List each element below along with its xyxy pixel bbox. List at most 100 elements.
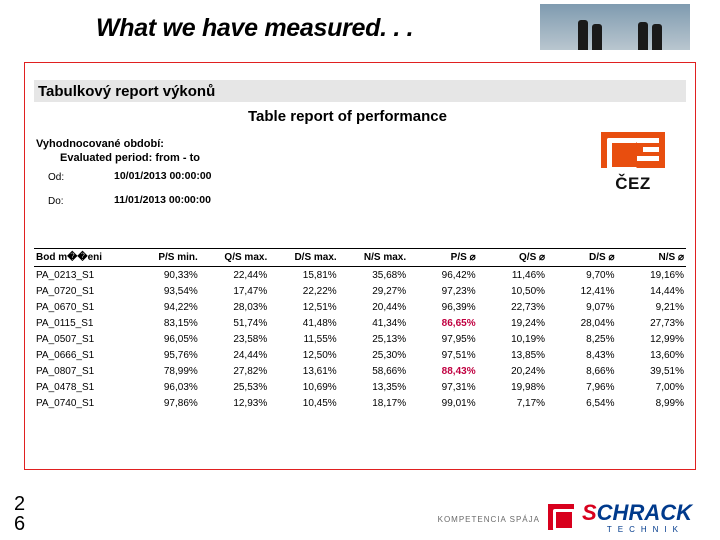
table-cell: PA_0478_S1 xyxy=(34,379,130,395)
table-header-cell: D/S max. xyxy=(269,249,338,267)
table-cell: 23,58% xyxy=(200,331,269,347)
table-cell: 8,99% xyxy=(617,395,687,411)
to-value: 11/01/2013 00:00:00 xyxy=(114,194,211,206)
table-cell: 97,31% xyxy=(408,379,477,395)
slide-title: What we have measured. . . xyxy=(96,14,413,43)
table-cell: 27,73% xyxy=(617,315,687,331)
table-row: PA_0740_S197,86%12,93%10,45%18,17%99,01%… xyxy=(34,395,686,411)
table-cell: 10,45% xyxy=(269,395,338,411)
cez-logo: ČEZ xyxy=(588,132,678,194)
table-cell: 14,44% xyxy=(617,283,687,299)
table-cell: PA_0507_S1 xyxy=(34,331,130,347)
schrack-logo-text: SCHRACK TECHNIK xyxy=(582,504,692,534)
table-row: PA_0670_S194,22%28,03%12,51%20,44%96,39%… xyxy=(34,299,686,315)
table-cell: 29,27% xyxy=(339,283,408,299)
table-cell: 51,74% xyxy=(200,315,269,331)
table-cell: 28,04% xyxy=(547,315,616,331)
table-cell: 12,51% xyxy=(269,299,338,315)
table-cell: 19,24% xyxy=(478,315,547,331)
table-cell: 20,24% xyxy=(478,363,547,379)
table-cell: 7,00% xyxy=(617,379,687,395)
table-cell: 13,35% xyxy=(339,379,408,395)
table-row: PA_0807_S178,99%27,82%13,61%58,66%88,43%… xyxy=(34,363,686,379)
table-cell: 18,17% xyxy=(339,395,408,411)
table-header-cell: P/S min. xyxy=(130,249,199,267)
footer-tagline: KOMPETENCIA SPÁJA xyxy=(438,515,540,524)
cez-logo-mark xyxy=(601,132,665,168)
table-row: PA_0213_S190,33%22,44%15,81%35,68%96,42%… xyxy=(34,267,686,284)
table-cell: 12,50% xyxy=(269,347,338,363)
table-cell: 99,01% xyxy=(408,395,477,411)
table-cell: 9,70% xyxy=(547,267,616,284)
table-cell: 97,86% xyxy=(130,395,199,411)
schrack-logo-mark xyxy=(548,504,574,530)
table-cell: 86,65% xyxy=(408,315,477,331)
table-cell: PA_0720_S1 xyxy=(34,283,130,299)
table-cell: 20,44% xyxy=(339,299,408,315)
table-cell: 19,16% xyxy=(617,267,687,284)
table-row: PA_0507_S196,05%23,58%11,55%25,13%97,95%… xyxy=(34,331,686,347)
report-title-english: Table report of performance xyxy=(248,108,447,125)
table-cell: 22,22% xyxy=(269,283,338,299)
performance-table: Bod m��eniP/S min.Q/S max.D/S max.N/S ma… xyxy=(34,248,686,411)
table-cell: 96,42% xyxy=(408,267,477,284)
table-cell: 12,99% xyxy=(617,331,687,347)
table-cell: PA_0115_S1 xyxy=(34,315,130,331)
table-cell: 39,51% xyxy=(617,363,687,379)
report-title: Tabulkový report výkonů xyxy=(38,83,215,100)
table-cell: 15,81% xyxy=(269,267,338,284)
table-cell: PA_0213_S1 xyxy=(34,267,130,284)
hero-photo xyxy=(540,4,690,50)
table-cell: PA_0670_S1 xyxy=(34,299,130,315)
table-row: PA_0720_S193,54%17,47%22,22%29,27%97,23%… xyxy=(34,283,686,299)
table-cell: 94,22% xyxy=(130,299,199,315)
table-cell: 22,44% xyxy=(200,267,269,284)
table-header-cell: P/S ⌀ xyxy=(408,249,477,267)
table-cell: 13,61% xyxy=(269,363,338,379)
from-value: 10/01/2013 00:00:00 xyxy=(114,170,212,182)
table-cell: 97,23% xyxy=(408,283,477,299)
to-label: Do: xyxy=(48,196,64,207)
period-label-cs: Vyhodnocované období: xyxy=(36,138,164,150)
table-cell: 11,55% xyxy=(269,331,338,347)
table-cell: 83,15% xyxy=(130,315,199,331)
table-cell: PA_0666_S1 xyxy=(34,347,130,363)
table-cell: 41,34% xyxy=(339,315,408,331)
table-cell: 97,95% xyxy=(408,331,477,347)
table-header-cell: Bod m��eni xyxy=(34,249,130,267)
table-cell: 6,54% xyxy=(547,395,616,411)
page-number: 26 xyxy=(14,494,25,534)
table-cell: 10,69% xyxy=(269,379,338,395)
table-cell: 8,25% xyxy=(547,331,616,347)
table-cell: 13,85% xyxy=(478,347,547,363)
table-header-row: Bod m��eniP/S min.Q/S max.D/S max.N/S ma… xyxy=(34,249,686,267)
footer-logo: KOMPETENCIA SPÁJA SCHRACK TECHNIK xyxy=(438,504,692,534)
table-cell: 13,60% xyxy=(617,347,687,363)
table-cell: 11,46% xyxy=(478,267,547,284)
table-cell: 96,05% xyxy=(130,331,199,347)
table-header-cell: Q/S max. xyxy=(200,249,269,267)
table-cell: 9,21% xyxy=(617,299,687,315)
table-cell: 95,76% xyxy=(130,347,199,363)
table-header-cell: Q/S ⌀ xyxy=(478,249,547,267)
table-row: PA_0478_S196,03%25,53%10,69%13,35%97,31%… xyxy=(34,379,686,395)
table-cell: 41,48% xyxy=(269,315,338,331)
table-cell: 25,53% xyxy=(200,379,269,395)
table-cell: 24,44% xyxy=(200,347,269,363)
table-cell: 7,17% xyxy=(478,395,547,411)
table-cell: PA_0807_S1 xyxy=(34,363,130,379)
table-cell: 19,98% xyxy=(478,379,547,395)
table-header-cell: D/S ⌀ xyxy=(547,249,616,267)
table-cell: 93,54% xyxy=(130,283,199,299)
table-row: PA_0666_S195,76%24,44%12,50%25,30%97,51%… xyxy=(34,347,686,363)
table-cell: 12,93% xyxy=(200,395,269,411)
table-cell: 28,03% xyxy=(200,299,269,315)
period-label-en: Evaluated period: from - to xyxy=(60,152,200,164)
table-cell: 97,51% xyxy=(408,347,477,363)
table-cell: 96,03% xyxy=(130,379,199,395)
from-label: Od: xyxy=(48,172,64,183)
report-title-bar: Tabulkový report výkonů xyxy=(34,80,686,102)
table-cell: 22,73% xyxy=(478,299,547,315)
table-header-cell: N/S ⌀ xyxy=(617,249,687,267)
table-cell: 35,68% xyxy=(339,267,408,284)
